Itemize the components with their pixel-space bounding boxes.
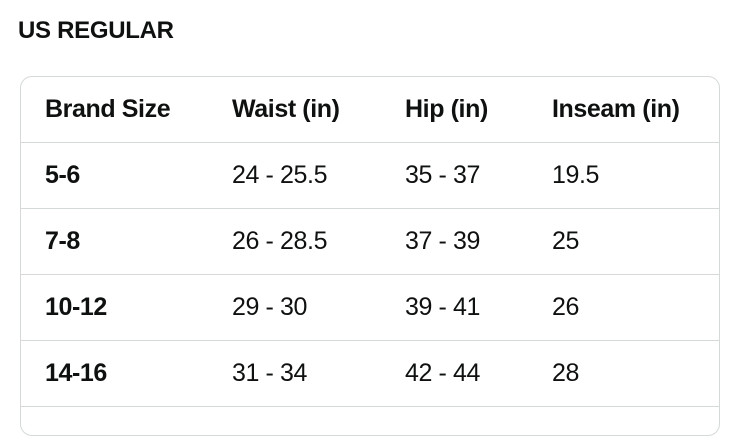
waist-cell: 26 - 28.5 — [232, 227, 328, 255]
waist-cell: 31 - 34 — [232, 359, 308, 387]
inseam-cell: 25 — [552, 227, 580, 255]
hip-cell: 37 - 39 — [405, 227, 481, 255]
size-chart-title: US REGULAR — [18, 17, 174, 44]
header-inseam: Inseam (in) — [552, 95, 680, 123]
table-header-row: Brand Size Waist (in) Hip (in) Inseam (i… — [21, 77, 719, 143]
waist-cell: 24 - 25.5 — [232, 161, 328, 189]
waist-cell: 29 - 30 — [232, 293, 308, 321]
inseam-cell: 26 — [552, 293, 580, 321]
table-row: 5-6 24 - 25.5 35 - 37 19.5 — [21, 143, 719, 209]
brand-size-cell: 10-12 — [45, 293, 107, 321]
inseam-cell: 19.5 — [552, 161, 600, 189]
inseam-cell: 28 — [552, 359, 580, 387]
header-hip: Hip (in) — [405, 95, 488, 123]
table-row: 10-12 29 - 30 39 - 41 26 — [21, 275, 719, 341]
hip-cell: 39 - 41 — [405, 293, 481, 321]
table-row: 7-8 26 - 28.5 37 - 39 25 — [21, 209, 719, 275]
hip-cell: 35 - 37 — [405, 161, 481, 189]
brand-size-cell: 14-16 — [45, 359, 107, 387]
header-brand-size: Brand Size — [45, 95, 171, 123]
size-chart-table: Brand Size Waist (in) Hip (in) Inseam (i… — [20, 76, 720, 436]
hip-cell: 42 - 44 — [405, 359, 481, 387]
brand-size-cell: 5-6 — [45, 161, 80, 189]
table-row: 14-16 31 - 34 42 - 44 28 — [21, 341, 719, 407]
brand-size-cell: 7-8 — [45, 227, 80, 255]
header-waist: Waist (in) — [232, 95, 340, 123]
